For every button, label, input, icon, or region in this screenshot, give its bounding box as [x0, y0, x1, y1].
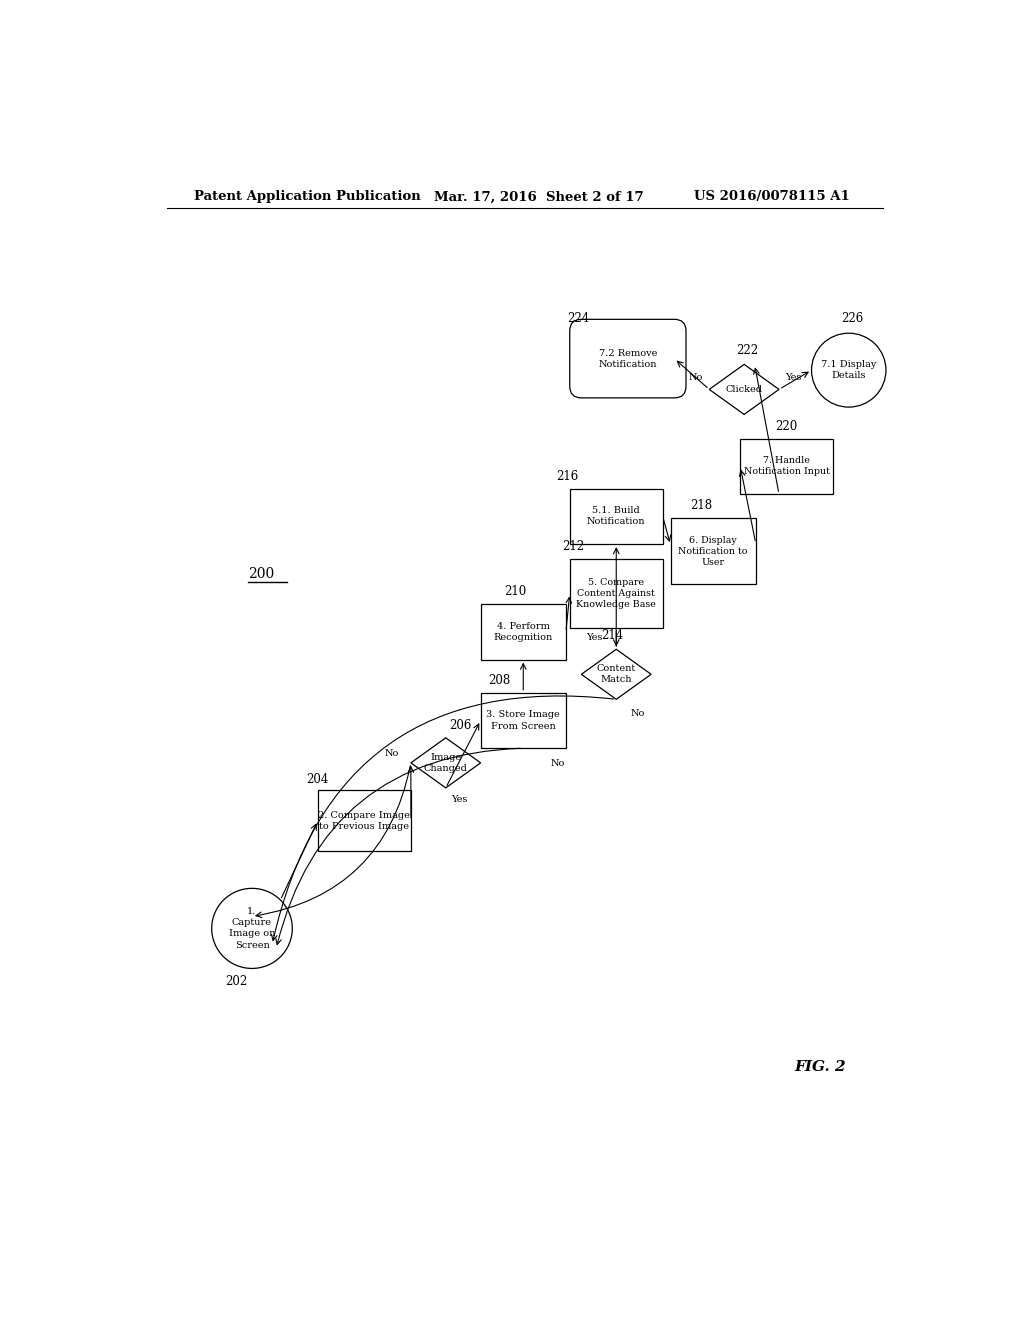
Text: US 2016/0078115 A1: US 2016/0078115 A1: [693, 190, 850, 203]
Text: Yes: Yes: [784, 374, 801, 383]
Text: 3. Store Image
From Screen: 3. Store Image From Screen: [486, 710, 560, 730]
Text: 204: 204: [306, 774, 329, 785]
Text: No: No: [551, 759, 565, 768]
Circle shape: [212, 888, 292, 969]
Text: 7.2 Remove
Notification: 7.2 Remove Notification: [599, 348, 657, 368]
Text: No: No: [384, 750, 398, 758]
FancyBboxPatch shape: [317, 789, 411, 851]
FancyBboxPatch shape: [569, 488, 663, 544]
Text: 5. Compare
Content Against
Knowledge Base: 5. Compare Content Against Knowledge Bas…: [577, 578, 656, 609]
Text: 6. Display
Notification to
User: 6. Display Notification to User: [678, 536, 748, 566]
Text: 1.
Capture
Image on
Screen: 1. Capture Image on Screen: [228, 907, 275, 949]
Text: 208: 208: [488, 673, 511, 686]
Text: 210: 210: [504, 585, 526, 598]
Text: 5.1. Build
Notification: 5.1. Build Notification: [587, 507, 645, 527]
Text: Patent Application Publication: Patent Application Publication: [194, 190, 421, 203]
Polygon shape: [582, 649, 651, 700]
Text: FIG. 2: FIG. 2: [795, 1060, 846, 1074]
Circle shape: [812, 333, 886, 407]
Text: 218: 218: [690, 499, 712, 512]
Text: Yes: Yes: [452, 795, 468, 804]
Text: 214: 214: [601, 628, 623, 642]
FancyBboxPatch shape: [569, 558, 663, 628]
Text: 7.1 Display
Details: 7.1 Display Details: [821, 360, 877, 380]
Text: Content
Match: Content Match: [597, 664, 636, 684]
Text: Mar. 17, 2016  Sheet 2 of 17: Mar. 17, 2016 Sheet 2 of 17: [434, 190, 644, 203]
Text: 220: 220: [775, 420, 798, 433]
FancyBboxPatch shape: [480, 693, 566, 748]
Text: 7. Handle
Notification Input: 7. Handle Notification Input: [743, 457, 829, 477]
FancyBboxPatch shape: [671, 519, 756, 583]
Text: Yes: Yes: [587, 634, 603, 643]
Text: No: No: [688, 374, 702, 383]
Text: 200: 200: [248, 568, 274, 581]
Text: 222: 222: [736, 343, 759, 356]
Text: 202: 202: [225, 974, 247, 987]
Polygon shape: [411, 738, 480, 788]
Text: 212: 212: [562, 540, 584, 553]
Polygon shape: [710, 364, 779, 414]
FancyBboxPatch shape: [480, 605, 566, 660]
Text: No: No: [631, 709, 645, 718]
Text: 224: 224: [567, 312, 590, 325]
Text: 226: 226: [841, 313, 863, 326]
FancyBboxPatch shape: [569, 319, 686, 397]
Text: Image
Changed: Image Changed: [424, 752, 468, 774]
Text: 216: 216: [556, 470, 579, 483]
Text: 2. Compare Image
to Previous Image: 2. Compare Image to Previous Image: [318, 810, 411, 830]
Text: 206: 206: [450, 718, 472, 731]
Text: Clicked: Clicked: [726, 385, 763, 393]
Text: 4. Perform
Recognition: 4. Perform Recognition: [494, 622, 553, 642]
FancyBboxPatch shape: [740, 438, 834, 494]
